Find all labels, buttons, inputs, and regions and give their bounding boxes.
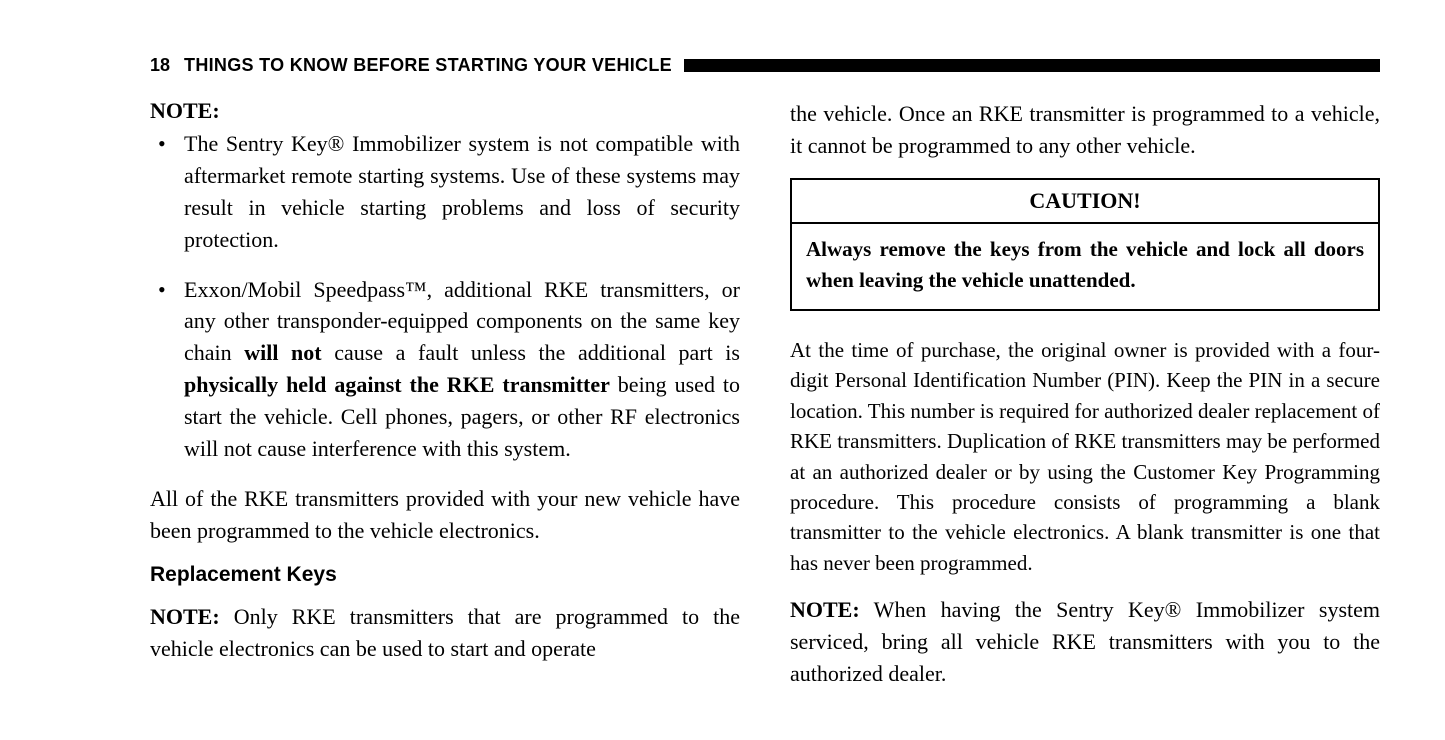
header-bar	[684, 59, 1380, 72]
caution-title: CAUTION!	[792, 180, 1378, 224]
caution-box: CAUTION! Always remove the keys from the…	[790, 178, 1380, 311]
subheading-replacement-keys: Replacement Keys	[150, 563, 740, 587]
body-paragraph: the vehicle. Once an RKE transmitter is …	[790, 98, 1380, 162]
list-item: Exxon/Mobil Speedpass™, additional RKE t…	[150, 274, 740, 465]
left-column: NOTE: The Sentry Key® Immobilizer system…	[150, 98, 740, 706]
content-columns: NOTE: The Sentry Key® Immobilizer system…	[150, 98, 1380, 706]
text-fragment: When having the Sentry Key® Immobilizer …	[790, 597, 1380, 686]
text-fragment: Only RKE transmitters that are programme…	[150, 604, 740, 661]
list-item: The Sentry Key® Immobilizer system is no…	[150, 128, 740, 256]
note-list: The Sentry Key® Immobilizer system is no…	[150, 128, 740, 465]
body-paragraph: NOTE: When having the Sentry Key® Immobi…	[790, 594, 1380, 690]
right-column: the vehicle. Once an RKE transmitter is …	[790, 98, 1380, 706]
caution-body: Always remove the keys from the vehicle …	[792, 224, 1378, 309]
bold-text: will not	[244, 340, 321, 365]
inline-note-label: NOTE:	[790, 597, 860, 622]
page-number: 18	[150, 55, 170, 76]
body-paragraph: NOTE: Only RKE transmitters that are pro…	[150, 601, 740, 665]
bold-text: physically held against the RKE transmit…	[184, 372, 610, 397]
section-title: THINGS TO KNOW BEFORE STARTING YOUR VEHI…	[184, 55, 672, 76]
note-label: NOTE:	[150, 98, 740, 124]
text-fragment: cause a fault unless the additional part…	[322, 340, 740, 365]
body-paragraph: At the time of purchase, the original ow…	[790, 335, 1380, 579]
inline-note-label: NOTE:	[150, 604, 220, 629]
page-header: 18 THINGS TO KNOW BEFORE STARTING YOUR V…	[150, 55, 1380, 76]
body-paragraph: All of the RKE transmitters provided wit…	[150, 483, 740, 547]
